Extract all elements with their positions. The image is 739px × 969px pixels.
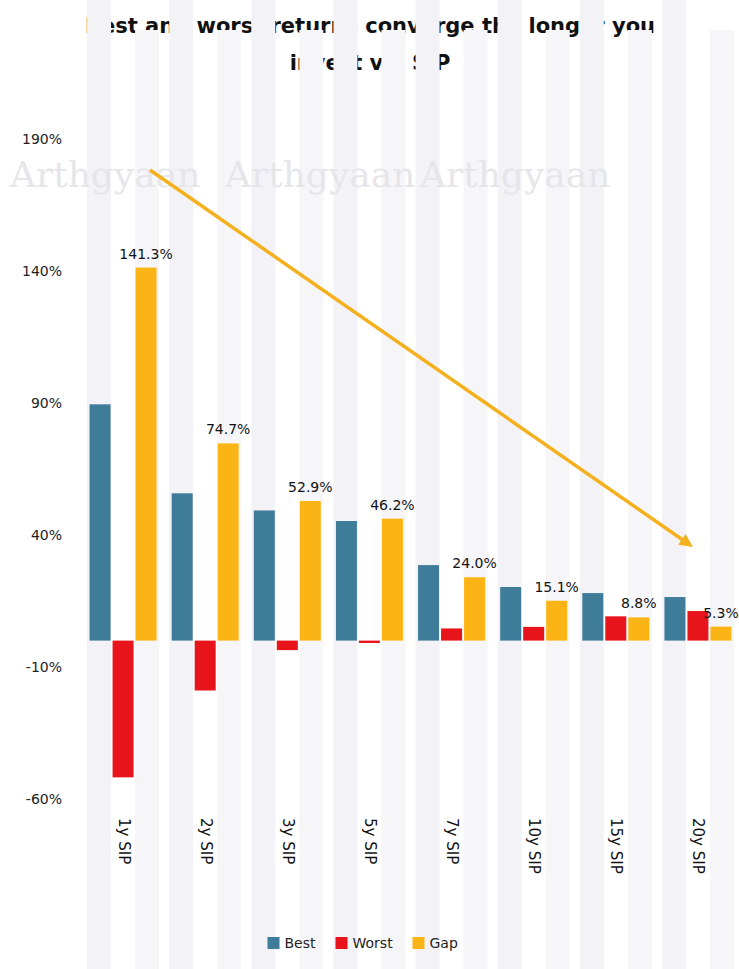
bars: [90, 268, 732, 778]
bar: [218, 443, 239, 640]
background-stripe: [628, 30, 652, 969]
trend-arrow-head: [678, 534, 693, 547]
bar: [113, 641, 134, 778]
y-tick-label: 140%: [22, 263, 62, 279]
background-stripe: [416, 0, 440, 969]
watermark: Arthgyaan: [419, 154, 610, 195]
bar: [582, 593, 603, 641]
legend-swatch: [413, 937, 425, 949]
y-tick-label: 90%: [31, 395, 62, 411]
data-label: 141.3%: [119, 246, 172, 262]
x-tick-label: 7y SIP: [443, 818, 461, 864]
y-tick-label: -60%: [26, 791, 62, 807]
data-label: 8.8%: [621, 595, 657, 611]
background-stripe: [333, 0, 357, 969]
background-stripe: [169, 0, 193, 969]
bar: [359, 641, 380, 643]
y-tick-label: -10%: [26, 659, 62, 675]
bar: [336, 521, 357, 641]
data-label: 15.1%: [534, 579, 578, 595]
bar: [418, 565, 439, 641]
data-label: 74.7%: [206, 421, 250, 437]
background-stripe: [662, 0, 686, 969]
data-label: 5.3%: [703, 605, 739, 621]
x-tick-label: 1y SIP: [115, 818, 133, 864]
x-tick-label: 20y SIP: [689, 818, 707, 874]
bar: [195, 641, 216, 691]
bar: [464, 577, 485, 640]
legend-swatch: [268, 937, 280, 949]
data-label: 46.2%: [370, 497, 414, 513]
background-stripe: [710, 30, 734, 969]
bar: [546, 601, 567, 641]
bar: [710, 627, 731, 641]
legend-label: Gap: [430, 935, 458, 951]
bar: [605, 616, 626, 640]
bar: [136, 268, 157, 641]
bar: [628, 617, 649, 640]
bar: [664, 597, 685, 641]
trend-arrow: [150, 170, 685, 542]
legend-label: Best: [285, 935, 317, 951]
bar: [172, 493, 193, 640]
bar: [254, 510, 275, 640]
x-tick-label: 2y SIP: [197, 818, 215, 864]
bar: [90, 404, 111, 640]
data-label: 24.0%: [452, 555, 496, 571]
x-tick-label: 5y SIP: [361, 818, 379, 864]
background-stripe: [498, 0, 522, 969]
background-stripe: [251, 0, 275, 969]
data-label: 52.9%: [288, 479, 332, 495]
y-tick-label: 40%: [31, 527, 62, 543]
legend-label: Worst: [353, 935, 394, 951]
x-tick-label: 15y SIP: [607, 818, 625, 874]
legend: Best Worst Gap: [268, 935, 458, 951]
legend-swatch: [336, 937, 348, 949]
bar: [382, 519, 403, 641]
bar: [500, 587, 521, 641]
bar: [300, 501, 321, 641]
y-tick-label: 190%: [22, 131, 62, 147]
bar: [277, 641, 298, 651]
bar: [441, 628, 462, 640]
watermark: Arthgyaan: [224, 154, 415, 195]
x-tick-label: 3y SIP: [279, 818, 297, 864]
x-tick-label: 10y SIP: [525, 818, 543, 874]
watermark: Arthgyaan: [9, 154, 200, 195]
background-stripe: [87, 0, 111, 969]
bar: [523, 627, 544, 641]
